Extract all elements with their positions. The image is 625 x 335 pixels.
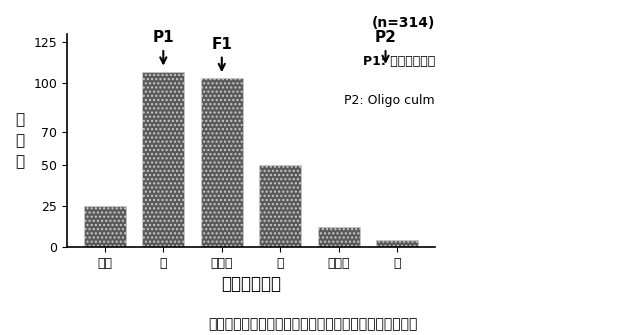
Text: F1: F1 xyxy=(211,37,232,70)
Text: 図１　半数体倍加系統における穂発芽抵抗性の頻度分布: 図１ 半数体倍加系統における穂発芽抵抗性の頻度分布 xyxy=(208,318,418,332)
Text: (n=314): (n=314) xyxy=(372,16,435,30)
Text: P2: P2 xyxy=(374,30,396,62)
Text: P2: Oligo culm: P2: Oligo culm xyxy=(344,94,435,107)
Bar xyxy=(84,206,126,247)
Text: P1: フクホコムギ: P1: フクホコムギ xyxy=(362,55,435,68)
X-axis label: 穂発芽抵抗性: 穂発芽抵抗性 xyxy=(221,275,281,293)
Bar xyxy=(259,165,301,247)
Text: P1: P1 xyxy=(152,30,174,63)
Bar xyxy=(201,78,243,247)
Y-axis label: 系
統
数: 系 統 数 xyxy=(15,112,24,169)
Bar xyxy=(318,227,360,247)
Bar xyxy=(376,241,418,247)
Bar xyxy=(142,72,184,247)
